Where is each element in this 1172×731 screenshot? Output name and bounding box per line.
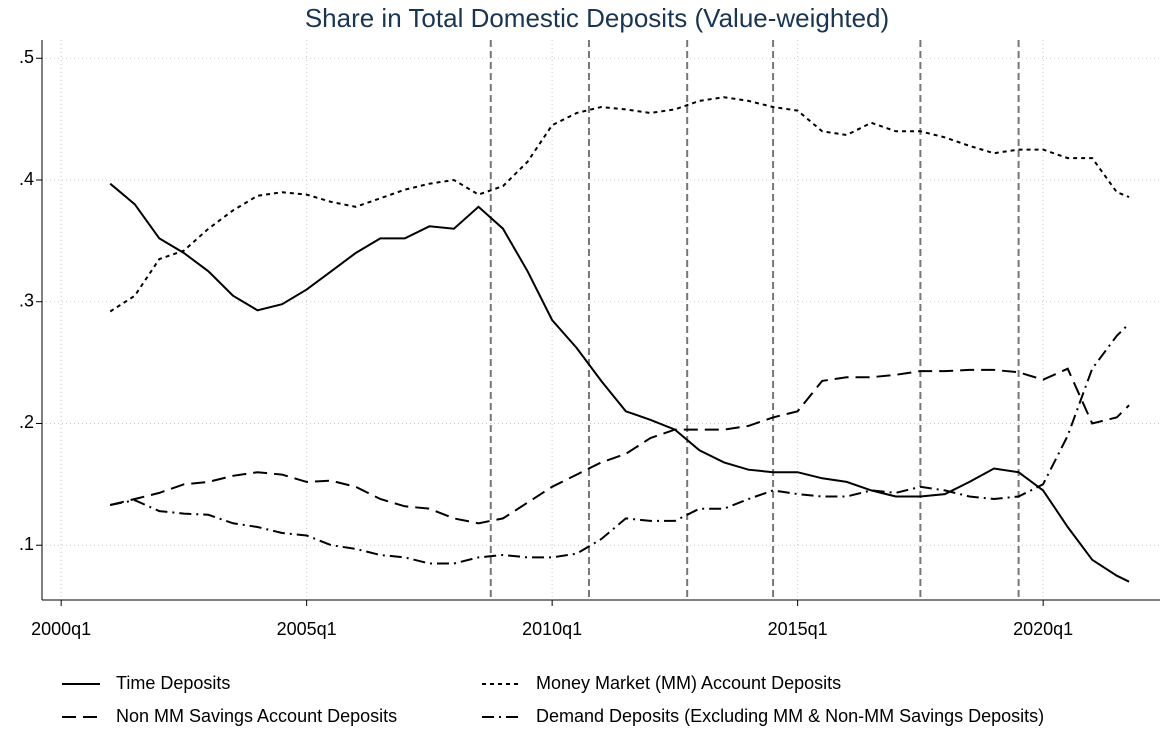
legend-label: Money Market (MM) Account Deposits [536, 673, 841, 693]
x-tick-label: 2015q1 [768, 619, 828, 639]
y-tick-label: .2 [19, 412, 34, 432]
chart-title: Share in Total Domestic Deposits (Value-… [305, 3, 889, 33]
legend-label: Demand Deposits (Excluding MM & Non-MM S… [536, 706, 1044, 726]
y-tick-label: .5 [19, 47, 34, 67]
x-tick-label: 2010q1 [522, 619, 582, 639]
legend-label: Non MM Savings Account Deposits [116, 706, 397, 726]
x-tick-label: 2005q1 [277, 619, 337, 639]
series-line [109, 367, 1130, 525]
y-tick-label: .3 [19, 290, 34, 310]
legend-label: Time Deposits [116, 673, 230, 693]
series-line [109, 182, 1130, 583]
series-line [109, 96, 1130, 313]
y-tick-label: .1 [19, 534, 34, 554]
x-tick-label: 2020q1 [1013, 619, 1073, 639]
x-tick-label: 2000q1 [31, 619, 91, 639]
series-line [110, 322, 1130, 565]
y-tick-label: .4 [19, 169, 34, 189]
